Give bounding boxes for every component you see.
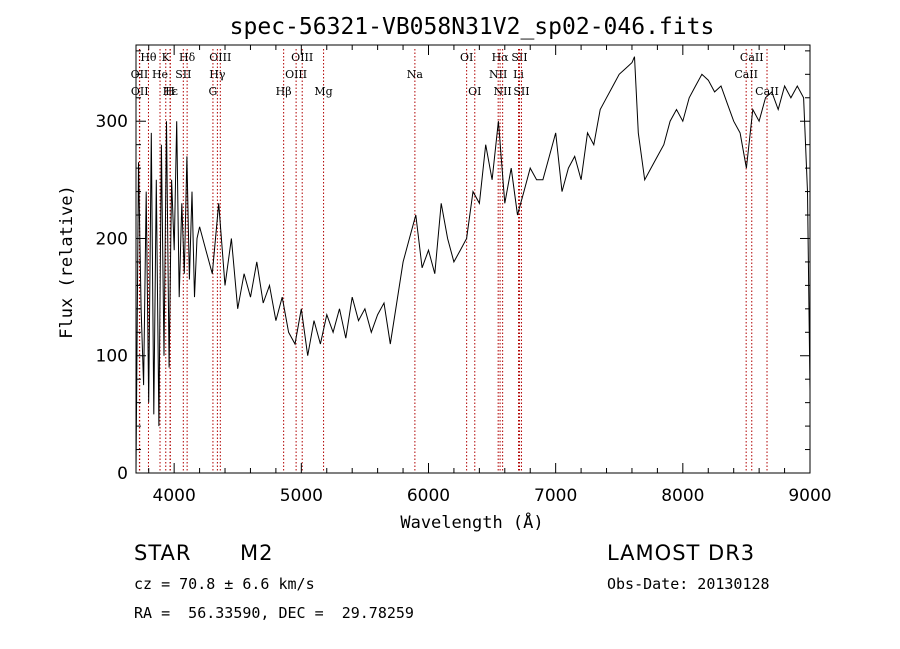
sky-coordinates: RA = 56.33590, DEC = 29.78259	[134, 604, 414, 622]
line-label: Hα	[492, 51, 510, 64]
x-tick-label: 5000	[280, 486, 323, 506]
line-label: OIII	[291, 51, 313, 64]
redshift-value: cz = 70.8 ± 6.6 km/s	[134, 575, 315, 593]
plot-frame	[135, 44, 811, 474]
line-label: K	[162, 51, 171, 64]
y-tick-label: 0	[117, 464, 128, 484]
axes: 4000 5000 6000 7000 8000 9000 0 100 200 300	[96, 44, 832, 506]
line-label: Na	[407, 68, 424, 81]
line-label: SII	[513, 85, 529, 98]
line-label: Hβ	[276, 85, 292, 98]
line-label: Hδ	[179, 51, 196, 64]
line-label: OI	[460, 51, 473, 64]
line-label: NII	[493, 85, 511, 98]
line-label: CaII	[740, 51, 764, 64]
line-label: He	[152, 68, 168, 81]
line-label: Hθ	[140, 51, 157, 64]
line-label: Mg	[314, 85, 332, 98]
x-tick-label: 9000	[788, 486, 831, 506]
x-tick-label: 6000	[407, 486, 450, 506]
line-label: Li	[513, 68, 524, 81]
line-label: OIII	[285, 68, 307, 81]
y-tick-label: 300	[96, 112, 128, 132]
y-tick-label: 100	[96, 347, 128, 367]
line-label: H	[165, 85, 175, 98]
chart-title: spec-56321-VB058N31V2_sp02-046.fits	[230, 14, 715, 40]
x-tick-label: 4000	[153, 486, 196, 506]
line-label: OIII	[209, 51, 231, 64]
spectrum-series	[135, 56, 811, 474]
x-axis-label: Wavelength (Å)	[400, 511, 543, 533]
y-tick-label: 200	[96, 229, 128, 249]
line-label: Hγ	[209, 68, 226, 81]
x-tick-label: 7000	[534, 486, 577, 506]
line-label: CaII	[734, 68, 758, 81]
y-axis-label: Flux (relative)	[57, 185, 77, 339]
spectrum-line	[135, 56, 811, 474]
line-label: OI	[468, 85, 481, 98]
observation-date: Obs-Date: 20130128	[607, 575, 770, 593]
line-label: SII	[511, 51, 527, 64]
line-label: G	[209, 85, 218, 98]
object-class: STAR	[134, 541, 192, 565]
object-subclass: M2	[240, 541, 274, 565]
line-label: NII	[489, 68, 507, 81]
line-label: SII	[175, 68, 191, 81]
survey-name: LAMOST DR3	[607, 541, 756, 565]
x-tick-label: 8000	[661, 486, 704, 506]
line-label: OII	[131, 85, 149, 98]
